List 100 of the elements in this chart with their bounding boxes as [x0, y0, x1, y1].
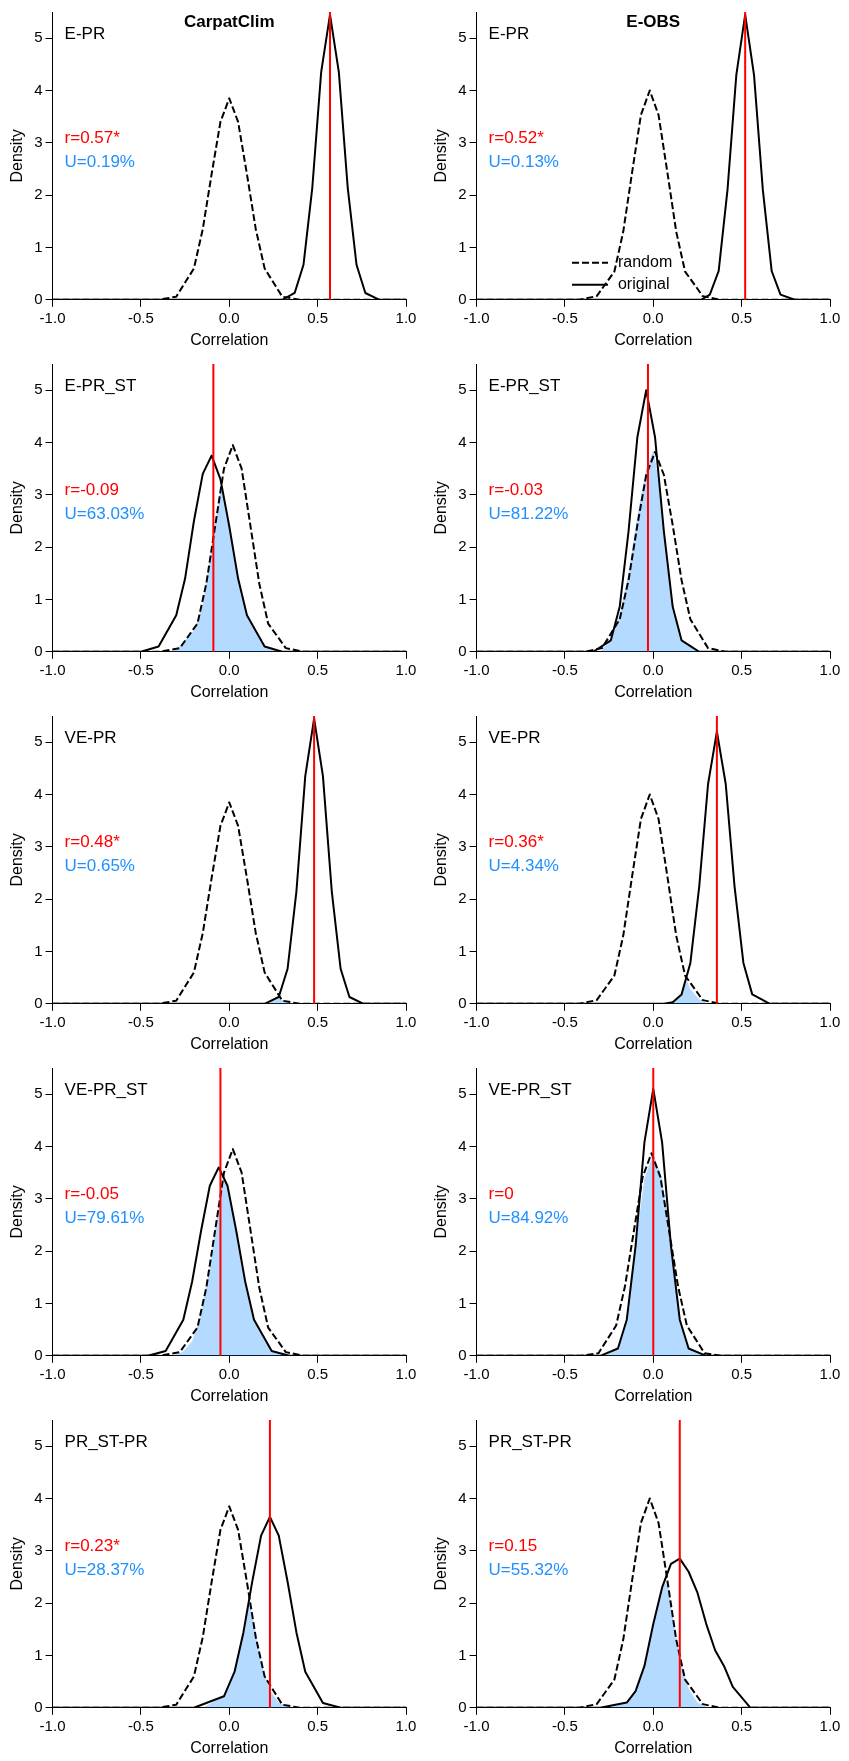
y-tick-label: 1	[34, 589, 43, 607]
y-tick-label: 1	[458, 237, 467, 255]
y-tick-label: 3	[458, 1188, 467, 1206]
x-tick-label: -0.5	[551, 1716, 578, 1734]
y-tick-label: 2	[34, 185, 43, 203]
text: E-PR_ST	[488, 375, 561, 395]
x-axis-title: Correlation	[614, 1738, 693, 1756]
y-tick-label: 1	[458, 1645, 467, 1663]
y-tick-label: 0	[458, 641, 467, 659]
chart-title: E-OBS	[626, 11, 681, 31]
y-tick-label: 5	[458, 1084, 467, 1102]
y-tick-label: 5	[458, 380, 467, 398]
y-tick-label: 2	[34, 1241, 43, 1259]
y-tick-label: 2	[458, 1241, 467, 1259]
text: U=84.92%	[488, 1208, 569, 1228]
y-tick-label: 4	[458, 1488, 467, 1506]
y-tick-label: 1	[34, 1293, 43, 1311]
x-tick-label: 1.0	[819, 660, 841, 678]
y-tick-label: 0	[34, 993, 43, 1011]
x-tick-label: 0.0	[218, 308, 240, 326]
x-tick-label: -1.0	[463, 660, 490, 678]
x-tick-label: 0.0	[218, 1012, 240, 1030]
x-tick-label: -1.0	[39, 660, 66, 678]
x-tick-label: 1.0	[819, 1364, 841, 1382]
y-tick-label: 3	[34, 1540, 43, 1558]
y-tick-label: 3	[458, 484, 467, 502]
x-tick-label: -0.5	[127, 1364, 154, 1382]
x-tick-label: 0.0	[218, 1364, 240, 1382]
y-tick-label: 3	[34, 484, 43, 502]
y-axis-title: Density	[8, 481, 26, 535]
y-tick-label: 4	[34, 784, 43, 802]
text: E-PR	[488, 23, 530, 43]
y-tick-label: 3	[34, 836, 43, 854]
x-tick-label: -1.0	[39, 1364, 66, 1382]
y-tick-label: 0	[34, 641, 43, 659]
x-tick-label: 0.5	[307, 1012, 329, 1030]
x-axis-title: Correlation	[190, 682, 269, 700]
y-axis-title: Density	[432, 129, 450, 183]
y-axis-title: Density	[8, 129, 26, 183]
ref-line-label: r=-0.09	[64, 480, 119, 500]
x-tick-label: -1.0	[463, 1012, 490, 1030]
y-tick-label: 5	[34, 1084, 43, 1102]
x-axis-title: Correlation	[614, 330, 693, 348]
x-tick-label: -0.5	[127, 308, 154, 326]
x-tick-label: -1.0	[463, 1716, 490, 1734]
x-tick-label: -0.5	[127, 1716, 154, 1734]
y-axis-title: Density	[8, 1537, 26, 1591]
y-tick-label: 3	[458, 132, 467, 150]
ref-line-label: r=-0.05	[64, 1184, 119, 1204]
y-tick-label: 1	[458, 1293, 467, 1311]
x-axis-title: Correlation	[190, 1386, 269, 1404]
y-tick-label: 4	[458, 784, 467, 802]
y-tick-label: 4	[458, 432, 467, 450]
x-tick-label: -0.5	[127, 660, 154, 678]
x-axis-title: Correlation	[190, 330, 269, 348]
x-tick-label: 0.5	[307, 1716, 329, 1734]
y-tick-label: 0	[458, 1697, 467, 1715]
x-axis-title: Correlation	[190, 1034, 269, 1052]
text: VE-PR	[488, 727, 541, 747]
x-tick-label: 0.0	[642, 308, 664, 326]
x-tick-label: -1.0	[39, 1716, 66, 1734]
y-tick-label: 1	[458, 589, 467, 607]
x-tick-label: -0.5	[551, 1364, 578, 1382]
text: U=79.61%	[64, 1208, 145, 1228]
y-tick-label: 0	[458, 993, 467, 1011]
x-tick-label: 0.5	[307, 308, 329, 326]
y-tick-label: 3	[458, 836, 467, 854]
ref-line-label: r=0	[488, 1184, 514, 1204]
x-tick-label: -1.0	[463, 1364, 490, 1382]
y-tick-label: 3	[34, 132, 43, 150]
y-tick-label: 5	[458, 28, 467, 46]
text: E-PR_ST	[64, 375, 137, 395]
x-tick-label: 1.0	[395, 1012, 417, 1030]
y-tick-label: 5	[34, 732, 43, 750]
text: U=4.34%	[488, 856, 559, 876]
y-tick-label: 4	[458, 80, 467, 98]
x-tick-label: 0.5	[731, 1012, 753, 1030]
x-tick-label: 1.0	[819, 1716, 841, 1734]
y-tick-label: 4	[34, 432, 43, 450]
text: U=81.22%	[488, 504, 569, 524]
ref-line-label: r=-0.03	[488, 480, 543, 500]
y-tick-label: 1	[34, 941, 43, 959]
x-tick-label: 0.5	[307, 660, 329, 678]
x-axis-title: Correlation	[190, 1738, 269, 1756]
y-axis-title: Density	[432, 833, 450, 887]
x-tick-label: 0.0	[218, 1716, 240, 1734]
x-axis-title: Correlation	[614, 1034, 693, 1052]
x-tick-label: 0.5	[307, 1364, 329, 1382]
y-tick-label: 5	[34, 28, 43, 46]
x-tick-label: -0.5	[127, 1012, 154, 1030]
x-tick-label: 1.0	[819, 308, 841, 326]
y-tick-label: 5	[34, 1436, 43, 1454]
y-axis-title: Density	[432, 1537, 450, 1591]
y-tick-label: 4	[458, 1136, 467, 1154]
text: PR_ST-PR	[64, 1431, 148, 1451]
ref-line-label: r=0.52*	[488, 128, 545, 148]
y-tick-label: 2	[458, 537, 467, 555]
text: U=0.19%	[64, 152, 135, 172]
y-tick-label: 0	[458, 289, 467, 307]
ref-line-label: r=0.57*	[64, 128, 121, 148]
